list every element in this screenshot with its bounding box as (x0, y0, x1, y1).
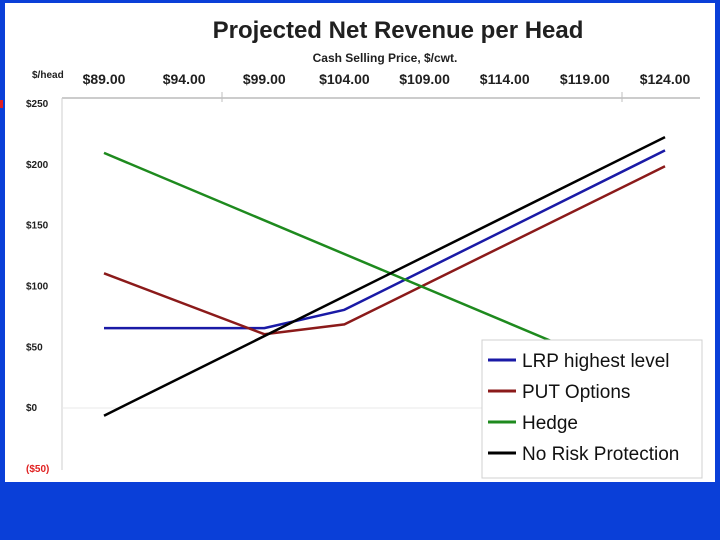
y-tick-label: $100 (26, 282, 49, 293)
x-axis-label: Cash Selling Price, $/cwt. (313, 51, 458, 65)
x-tick-label: $124.00 (640, 71, 691, 87)
series-line-lrp-highest-level (104, 149, 666, 330)
x-tick-label: $99.00 (243, 71, 286, 87)
x-tick-label: $114.00 (480, 71, 530, 87)
legend-label-lrp-highest-level: LRP highest level (522, 351, 670, 372)
series-line-put-options (103, 165, 666, 336)
y-tick-label: $250 (26, 99, 49, 110)
series-line-no-risk-protection (103, 135, 666, 417)
legend-box (481, 339, 703, 479)
x-tick-label: $94.00 (163, 71, 206, 87)
x-tick-label: $89.00 (83, 71, 126, 87)
y-tick-label: $150 (26, 221, 49, 232)
y-axis-label: $/head (32, 70, 64, 81)
y-tick-label: $50 (26, 342, 43, 353)
legend-label-put-options: PUT Options (522, 382, 630, 403)
legend-label-hedge: Hedge (522, 413, 578, 434)
x-tick-label: $109.00 (399, 71, 450, 87)
chart-title: Projected Net Revenue per Head (213, 17, 584, 44)
x-tick-label: $104.00 (319, 71, 370, 87)
x-tick-label: $119.00 (560, 71, 610, 87)
y-tick-label: $200 (26, 160, 49, 171)
legend-label-no-risk-protection: No Risk Protection (522, 444, 679, 465)
y-tick-label: $0 (26, 403, 38, 414)
y-tick-label: ($50) (26, 464, 49, 475)
footer-band (0, 482, 720, 540)
edge-marker (0, 100, 3, 108)
